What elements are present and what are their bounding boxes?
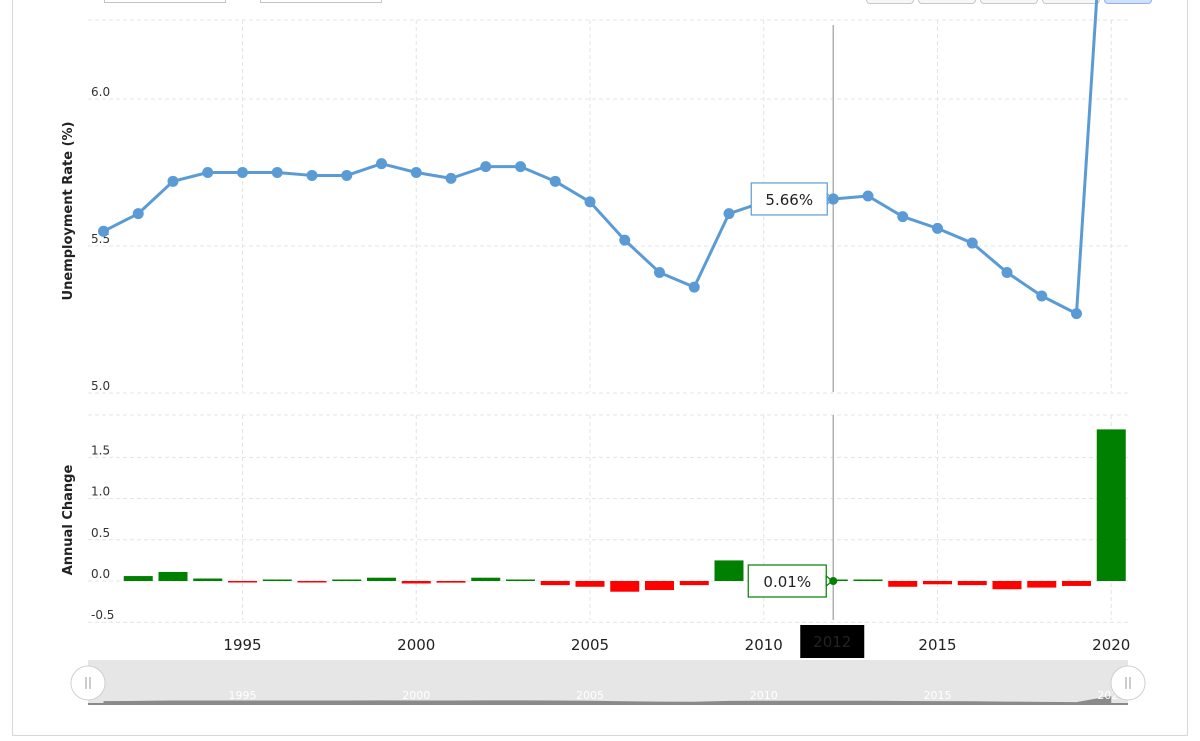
unemployment-data-point	[1071, 308, 1082, 320]
x-tick-label: 2005	[571, 636, 609, 654]
navigator-tick-label: 2010	[750, 689, 778, 702]
unemployment-data-point	[619, 234, 631, 246]
x-tick-label: 2015	[918, 636, 956, 654]
top-tooltip-box	[750, 182, 828, 216]
annual-change-bar	[957, 581, 987, 586]
unemployment-data-point	[515, 161, 526, 173]
annual-change-bar	[888, 581, 918, 587]
annual-change-bar	[610, 581, 640, 592]
annual-change-bar	[923, 581, 952, 585]
x-tick-labels: 1995 2000 2005 2010 2015 2020	[223, 636, 1130, 654]
unemployment-data-point	[237, 167, 248, 178]
range-navigator[interactable]: 1995 2000 2005 2010 2015 2020	[70, 660, 1146, 705]
unemployment-data-point	[445, 172, 457, 184]
navigator-baseline	[88, 703, 1128, 705]
navigator-tick-label: 2015	[924, 689, 952, 702]
annual-change-bar	[1096, 429, 1126, 581]
unemployment-data-point	[932, 222, 943, 234]
unemployment-data-point	[1001, 266, 1013, 278]
annual-change-bar	[297, 581, 327, 583]
bottom-y-tick-label: 0.0	[91, 567, 110, 581]
unemployment-data-point	[654, 266, 665, 278]
unemployment-data-point	[897, 211, 909, 223]
unemployment-data-point	[480, 161, 492, 173]
annual-change-bar	[506, 579, 535, 581]
grid-lines	[88, 19, 1128, 623]
navigator-tick-label: 1995	[229, 689, 257, 702]
annual-change-bar	[436, 581, 466, 583]
annual-change-bar	[540, 581, 570, 586]
annual-change-bar	[992, 581, 1022, 590]
start-date-input[interactable]	[104, 0, 226, 3]
crosshair-x-label: 2012	[813, 633, 851, 651]
annual-change-bar	[714, 560, 744, 581]
annual-change-bar	[158, 571, 188, 581]
unemployment-data-point	[549, 175, 561, 187]
unemployment-data-point	[723, 208, 735, 220]
unemployment-data-point	[688, 281, 700, 293]
unemployment-data-point	[376, 158, 387, 170]
annual-change-bars	[123, 429, 1126, 592]
top-y-tick-label: 5.0	[91, 379, 110, 393]
top-tooltip-marker	[827, 193, 839, 205]
x-tick-label: 1995	[223, 636, 261, 654]
x-tick-label: 2020	[1092, 636, 1130, 654]
unemployment-line-path	[102, 0, 1099, 316]
annual-change-bar	[123, 576, 153, 581]
annual-change-bar	[853, 579, 883, 581]
unemployment-data-point	[306, 169, 318, 181]
y-tick-labels: 5.05.56.06.57.0-0.50.00.51.01.5	[91, 85, 114, 622]
bottom-y-axis-title: Annual Change	[61, 465, 76, 576]
x-tick-label: 2000	[397, 636, 435, 654]
bottom-tooltip-box	[747, 564, 827, 598]
unemployment-data-point	[132, 208, 144, 220]
navigator-left-handle[interactable]	[70, 665, 106, 701]
annual-change-bar	[262, 579, 292, 581]
tooltips: 5.66% 0.01% 2012	[747, 182, 865, 658]
annual-change-bar	[645, 581, 674, 591]
annual-change-bar	[471, 577, 501, 581]
navigator-tick-label: 2000	[402, 689, 430, 702]
annual-change-bar	[679, 581, 709, 586]
bottom-y-tick-label: 1.0	[91, 485, 110, 499]
annual-change-bar	[575, 581, 605, 587]
navigator-series-area	[103, 695, 1112, 705]
x-tick-label: 2010	[745, 636, 783, 654]
navigator-right-handle[interactable]	[1110, 665, 1146, 701]
annual-change-bar	[367, 577, 396, 581]
unemployment-data-point	[584, 196, 596, 208]
unemployment-data-point	[341, 169, 353, 181]
navigator-tick-label: 2005	[576, 689, 604, 702]
navigator-background	[88, 660, 1128, 705]
crosshair-x-label-box	[800, 625, 865, 658]
bottom-tooltip-marker	[829, 577, 838, 585]
chart-frame	[12, 0, 1188, 736]
top-tooltip-value: 5.66%	[765, 191, 813, 209]
annual-change-bar	[193, 578, 223, 581]
annual-change-bar	[401, 581, 431, 584]
unemployment-data-point	[271, 167, 283, 178]
bottom-y-tick-label: -0.5	[91, 608, 114, 622]
bottom-tooltip-value: 0.01%	[763, 573, 811, 591]
top-y-tick-label: 6.0	[91, 85, 110, 99]
bottom-y-tick-label: 1.5	[91, 443, 110, 457]
unemployment-data-point	[202, 167, 214, 178]
bottom-y-tick-label: 0.5	[91, 526, 110, 540]
annual-change-bar	[332, 579, 362, 581]
annual-change-bar	[228, 581, 257, 583]
unemployment-data-point	[410, 167, 422, 178]
unemployment-line	[98, 0, 1099, 320]
annual-change-bar	[1027, 581, 1057, 588]
end-date-input[interactable]	[260, 0, 382, 3]
unemployment-data-point	[966, 237, 978, 249]
unemployment-data-point	[1036, 290, 1048, 302]
top-y-axis-title: Unemployment Rate (%)	[61, 122, 76, 301]
annual-change-bar	[1062, 581, 1091, 586]
unemployment-data-point	[98, 225, 109, 237]
unemployment-data-point	[862, 190, 874, 202]
unemployment-data-point	[167, 175, 179, 187]
